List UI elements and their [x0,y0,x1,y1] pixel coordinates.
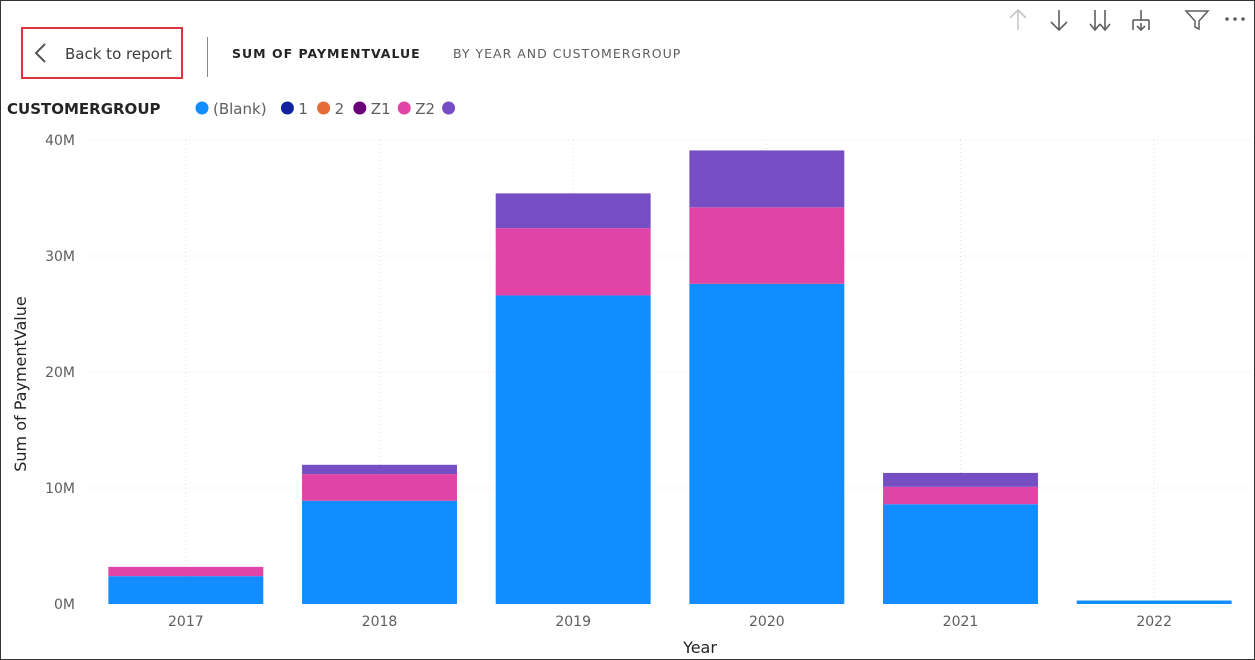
bar-segment[interactable] [689,283,845,604]
filter-icon[interactable] [1184,7,1210,33]
y-tick-label: 10M [45,481,75,497]
bar-segment[interactable] [883,504,1038,604]
visual-subtitle: BY YEAR AND CUSTOMERGROUP [453,46,682,61]
y-axis-title: Sum of PaymentValue [11,296,30,471]
bar-segment[interactable] [1076,600,1232,604]
chevron-left-icon [34,43,46,63]
bar-segment[interactable] [108,576,264,604]
arrow-down-icon[interactable] [1046,7,1072,33]
header-divider [207,37,208,77]
legend-title: CUSTOMERGROUP [7,100,161,118]
double-arrow-down-icon[interactable] [1087,7,1113,33]
bar-segment[interactable] [883,486,1038,505]
legend-label[interactable]: (Blank) [213,100,267,118]
legend-label[interactable]: Z2 [415,100,435,118]
legend-label[interactable]: 2 [335,100,345,118]
bar-segment[interactable] [883,472,1038,487]
legend-marker[interactable] [397,101,411,115]
bar-segment[interactable] [302,464,457,475]
legend-marker[interactable] [280,101,294,115]
x-tick-label: 2022 [1136,614,1172,630]
bar-segment[interactable] [495,193,651,229]
bar-segment[interactable] [495,295,651,604]
x-tick-label: 2017 [168,614,204,630]
x-tick-label: 2018 [362,614,398,630]
x-tick-label: 2020 [749,614,785,630]
x-tick-label: 2019 [555,614,591,630]
visual-title: SUM OF PAYMENTVALUE [232,46,421,61]
y-tick-label: 0M [54,597,75,613]
bar-segment[interactable] [689,150,845,208]
y-tick-label: 30M [45,249,75,265]
legend-label[interactable]: 1 [298,100,308,118]
bar-segment[interactable] [108,566,264,577]
bar-segment[interactable] [302,500,457,604]
x-tick-label: 2021 [943,614,979,630]
x-axis-title: Year [682,638,717,657]
legend-label[interactable]: Z1 [371,100,391,118]
legend-marker[interactable] [195,101,209,115]
back-to-report-label: Back to report [65,45,172,63]
legend-marker[interactable] [317,101,331,115]
y-tick-label: 40M [45,133,75,149]
legend-marker[interactable] [353,101,367,115]
back-to-report-button[interactable]: Back to report [21,27,183,79]
arrow-up-icon[interactable] [1005,7,1031,33]
expand-hierarchy-icon[interactable] [1128,7,1154,33]
legend-marker[interactable] [442,101,456,115]
y-tick-label: 20M [45,365,75,381]
bar-segment[interactable] [302,474,457,501]
bar-segment[interactable] [495,228,651,296]
bar-segment[interactable] [689,207,845,284]
more-options-icon[interactable] [1223,7,1249,33]
